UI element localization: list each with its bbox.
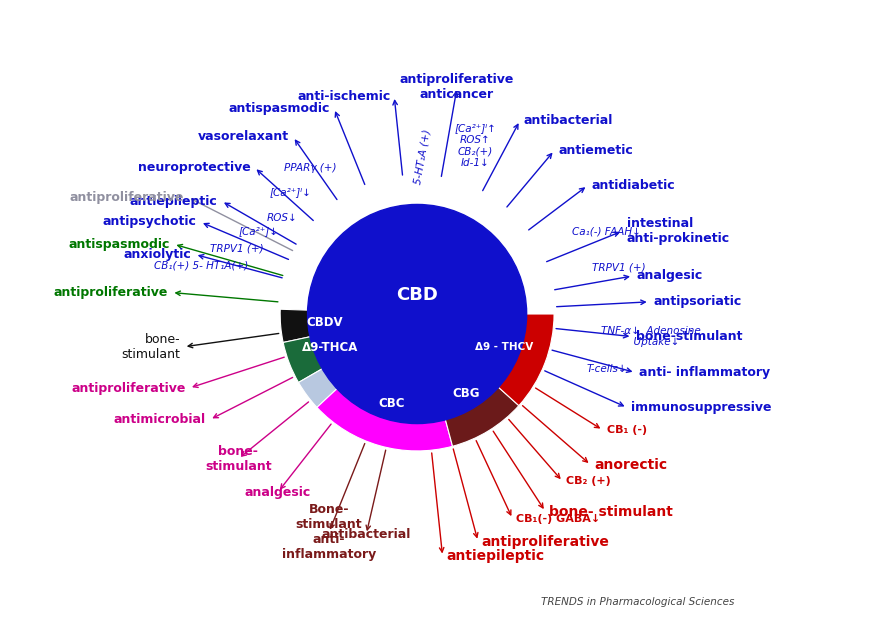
Text: anti- inflammatory: anti- inflammatory — [639, 366, 770, 379]
Wedge shape — [283, 314, 417, 382]
Text: CB₁ (-): CB₁ (-) — [606, 425, 647, 435]
Text: TRPV1 (+): TRPV1 (+) — [210, 244, 263, 254]
Wedge shape — [299, 314, 417, 408]
Text: Δ9 - THCV: Δ9 - THCV — [475, 342, 533, 352]
Text: antiemetic: antiemetic — [558, 144, 633, 157]
Text: CBC: CBC — [378, 397, 405, 410]
Text: TNF-α↓  Adenosine
          Uptake↓: TNF-α↓ Adenosine Uptake↓ — [600, 326, 700, 347]
Text: PPARγ (+): PPARγ (+) — [284, 163, 336, 173]
Text: antiproliferative: antiproliferative — [70, 191, 184, 203]
Text: Bone-
stimulant
anti-
inflammatory: Bone- stimulant anti- inflammatory — [282, 504, 376, 561]
Text: CB₂ (+): CB₂ (+) — [567, 477, 611, 487]
Text: antispasmodic: antispasmodic — [229, 102, 331, 115]
Wedge shape — [417, 314, 554, 406]
Text: antiproliferative: antiproliferative — [53, 286, 168, 299]
Text: Δ9-THCA: Δ9-THCA — [302, 341, 358, 354]
Wedge shape — [417, 314, 519, 447]
Wedge shape — [280, 309, 417, 342]
Text: bone-stimulant: bone-stimulant — [636, 330, 743, 343]
Text: [Ca²⁺]ᴵ↓: [Ca²⁺]ᴵ↓ — [270, 187, 311, 197]
Text: [Ca²⁺]ᴵ↑
ROS↑
CB₂(+)
Id-1↓: [Ca²⁺]ᴵ↑ ROS↑ CB₂(+) Id-1↓ — [454, 123, 496, 168]
Text: 5-HT₁A (+): 5-HT₁A (+) — [413, 128, 432, 185]
Text: neuroprotective: neuroprotective — [138, 161, 250, 174]
Text: antiproliferative: antiproliferative — [482, 534, 610, 548]
Text: antiepileptic: antiepileptic — [130, 195, 217, 207]
Text: antipsychotic: antipsychotic — [103, 215, 196, 229]
Text: antibacterial: antibacterial — [322, 528, 411, 541]
Text: CBG: CBG — [452, 387, 479, 400]
Text: immunosuppressive: immunosuppressive — [631, 401, 772, 414]
Text: analgesic: analgesic — [245, 485, 311, 499]
Text: anorectic: anorectic — [594, 458, 667, 472]
Text: antispasmodic: antispasmodic — [68, 237, 170, 251]
Wedge shape — [317, 314, 453, 451]
Text: [Ca²⁺]↓: [Ca²⁺]↓ — [239, 226, 278, 236]
Text: ROS↓: ROS↓ — [267, 212, 298, 222]
Text: anti-ischemic: anti-ischemic — [297, 90, 391, 102]
Text: vasorelaxant: vasorelaxant — [198, 130, 289, 143]
Text: Ca₁(-) FAAH↓: Ca₁(-) FAAH↓ — [572, 227, 641, 237]
Text: antibacterial: antibacterial — [523, 114, 613, 127]
Text: CB₁(+) 5- HT₁A(+): CB₁(+) 5- HT₁A(+) — [155, 261, 248, 271]
Text: CBDV: CBDV — [306, 316, 343, 328]
Text: CB₁(-) GABA↓: CB₁(-) GABA↓ — [516, 514, 600, 524]
Text: antiepileptic: antiepileptic — [446, 550, 545, 563]
Text: analgesic: analgesic — [636, 269, 703, 283]
Text: antiproliferative
anticancer: antiproliferative anticancer — [400, 73, 514, 102]
Text: anxiolytic: anxiolytic — [124, 248, 191, 261]
Text: bone- stimulant: bone- stimulant — [549, 504, 673, 519]
Text: antimicrobial: antimicrobial — [114, 413, 206, 426]
Text: bone-
stimulant: bone- stimulant — [121, 333, 180, 360]
Text: antiproliferative: antiproliferative — [71, 382, 186, 394]
Text: T-cells↓: T-cells↓ — [586, 364, 627, 374]
Text: intestinal
anti-prokinetic: intestinal anti-prokinetic — [627, 217, 729, 245]
Text: TRENDS in Pharmacological Sciences: TRENDS in Pharmacological Sciences — [541, 597, 735, 607]
Text: TRPV1 (+): TRPV1 (+) — [591, 263, 645, 272]
Text: bone-
stimulant: bone- stimulant — [205, 445, 271, 473]
Text: antidiabetic: antidiabetic — [591, 179, 675, 192]
Circle shape — [308, 205, 527, 423]
Text: antipsoriatic: antipsoriatic — [653, 295, 742, 308]
Text: CBD: CBD — [396, 286, 438, 305]
